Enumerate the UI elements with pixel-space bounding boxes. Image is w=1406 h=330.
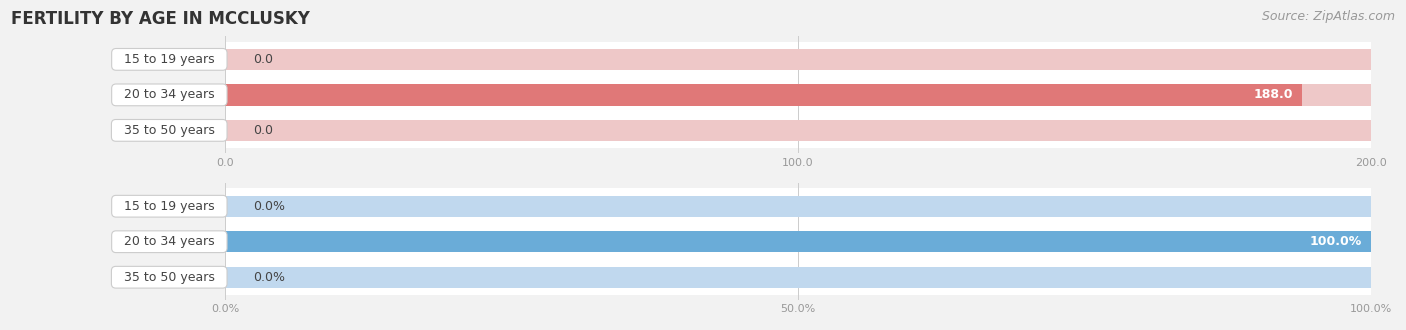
Bar	[225, 224, 1371, 259]
Text: 15 to 19 years: 15 to 19 years	[117, 53, 222, 66]
Bar	[225, 42, 1371, 77]
Bar	[225, 259, 1371, 295]
Bar	[225, 188, 1371, 224]
Text: 100.0%: 100.0%	[1309, 235, 1361, 248]
Text: 15 to 19 years: 15 to 19 years	[117, 200, 222, 213]
Bar	[225, 77, 1371, 113]
Bar	[225, 196, 1371, 217]
Text: 35 to 50 years: 35 to 50 years	[115, 124, 222, 137]
Text: 20 to 34 years: 20 to 34 years	[117, 235, 222, 248]
Bar	[225, 231, 1371, 252]
Text: 20 to 34 years: 20 to 34 years	[117, 88, 222, 101]
Bar	[225, 120, 1371, 141]
Text: 188.0: 188.0	[1253, 88, 1294, 101]
Bar	[225, 231, 1371, 252]
Bar	[225, 49, 1371, 70]
Text: 0.0: 0.0	[253, 124, 274, 137]
Bar	[225, 113, 1371, 148]
Bar	[225, 267, 1371, 288]
Text: 0.0: 0.0	[253, 53, 274, 66]
Text: FERTILITY BY AGE IN MCCLUSKY: FERTILITY BY AGE IN MCCLUSKY	[11, 10, 311, 28]
Text: Source: ZipAtlas.com: Source: ZipAtlas.com	[1261, 10, 1395, 23]
Text: 35 to 50 years: 35 to 50 years	[115, 271, 222, 284]
Bar	[225, 84, 1371, 106]
Text: 0.0%: 0.0%	[253, 200, 285, 213]
Bar	[225, 84, 1302, 106]
Text: 0.0%: 0.0%	[253, 271, 285, 284]
